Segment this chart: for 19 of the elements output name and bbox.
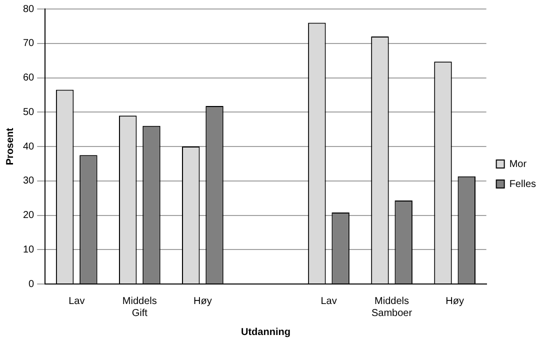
legend-label: Felles: [509, 178, 536, 190]
y-tick-label: 0: [28, 278, 35, 290]
y-axis-title: Prosent: [4, 127, 16, 166]
y-tick-label: 30: [23, 176, 35, 187]
y-tick-label: 10: [23, 244, 35, 256]
y-tick-label: 40: [23, 141, 35, 152]
y-tick-label: 70: [23, 38, 35, 50]
y-tick-label: 50: [23, 106, 35, 118]
x-tick-label: Lav: [320, 296, 337, 307]
y-tick-label: 60: [23, 72, 35, 84]
x-tick-label: Middels Samboer: [371, 296, 413, 319]
x-axis-title: Utdanning: [241, 326, 290, 338]
x-tick-label: Lav: [68, 296, 85, 307]
legend-label: Mor: [509, 158, 528, 170]
x-tick-label: Middels Gift: [122, 296, 157, 319]
x-tick-label: Høy: [194, 296, 212, 307]
x-tick-label: Høy: [446, 296, 464, 307]
y-tick-label: 80: [23, 4, 35, 15]
y-tick-label: 20: [23, 210, 35, 221]
